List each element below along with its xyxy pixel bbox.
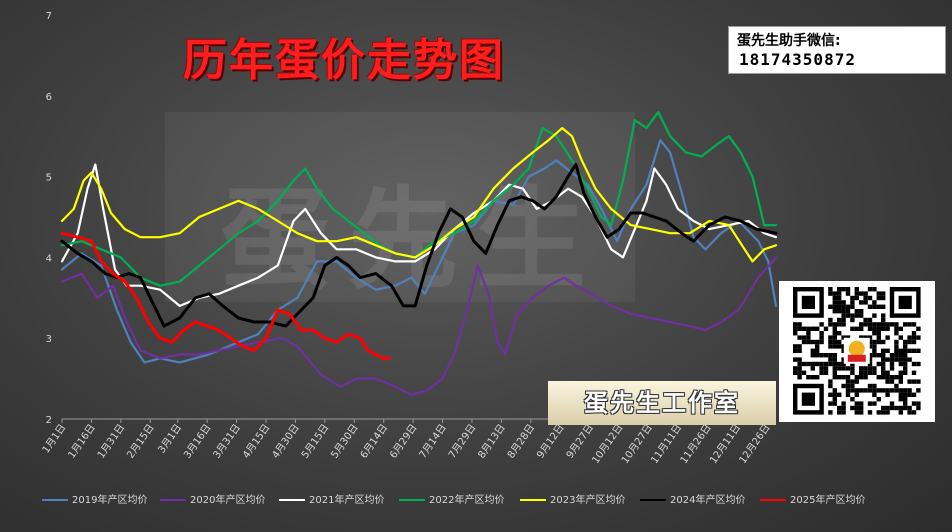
- series-line-2: [60, 256, 778, 396]
- x-tick-label: 7月14日: [417, 422, 449, 461]
- x-tick-label: 9月27日: [564, 422, 596, 461]
- series-line-5: [60, 127, 778, 263]
- x-tick-label: 2月15日: [124, 422, 156, 461]
- y-tick-label: 5: [46, 173, 52, 184]
- x-tick-label: 3月31日: [211, 422, 243, 461]
- qr-code-icon: [779, 281, 935, 422]
- legend-label: 2019年产区均价: [72, 495, 148, 506]
- x-tick-label: 9月12日: [534, 422, 566, 461]
- series-line-1: [60, 139, 778, 364]
- x-tick-label: 4月30日: [270, 422, 302, 461]
- wechat-contact-box: 蛋先生助手微信: 18174350872: [728, 26, 946, 74]
- chart-title: 历年蛋价走势图: [183, 35, 505, 86]
- x-tick-label: 8月13日: [476, 422, 508, 461]
- legend-item: 2021年产区均价: [279, 492, 384, 510]
- legend-swatch: [160, 499, 186, 501]
- x-tick-label: 3月16日: [181, 422, 213, 461]
- legend-swatch: [760, 499, 786, 501]
- legend-swatch: [42, 499, 68, 501]
- x-tick-label: 1月16日: [66, 422, 98, 461]
- y-axis: 2 3 4 5 6 7: [46, 11, 52, 426]
- legend-swatch: [279, 499, 305, 501]
- wechat-number: 18174350872: [739, 50, 856, 69]
- x-tick-label: 8月28日: [505, 422, 537, 461]
- legend-item: 2022年产区均价: [399, 492, 504, 510]
- legend-label: 2024年产区均价: [670, 495, 746, 506]
- legend-label: 2022年产区均价: [429, 495, 505, 506]
- series-line-4: [60, 110, 778, 287]
- x-tick-label: 6月14日: [358, 422, 390, 461]
- legend-swatch: [640, 499, 666, 501]
- x-tick-label: 3月1日: [156, 422, 185, 456]
- x-tick-label: 6月29日: [387, 422, 419, 461]
- x-tick-label: 4月15日: [240, 422, 272, 461]
- y-tick-label: 7: [46, 11, 52, 22]
- x-tick-label: 1月31日: [95, 422, 127, 461]
- x-tick-label: 5月15日: [299, 422, 331, 461]
- legend-item: 2024年产区均价: [640, 492, 745, 510]
- x-tick-label: 1月1日: [40, 422, 69, 456]
- legend-item: 2025年产区均价: [760, 492, 865, 510]
- y-tick-label: 4: [46, 253, 52, 264]
- studio-label: 蛋先生工作室: [548, 381, 776, 425]
- legend-swatch: [520, 499, 546, 501]
- series-line-7: [60, 231, 392, 360]
- legend-label: 2025年产区均价: [790, 495, 866, 506]
- wechat-label: 蛋先生助手微信:: [737, 33, 841, 49]
- x-tick-label: 5月30日: [328, 422, 360, 461]
- legend-label: 2020年产区均价: [190, 495, 266, 506]
- legend-label: 2021年产区均价: [309, 495, 385, 506]
- legend-label: 2023年产区均价: [550, 495, 626, 506]
- legend-item: 2020年产区均价: [160, 492, 265, 510]
- y-tick-label: 3: [46, 334, 52, 345]
- x-tick-label: 7月29日: [446, 422, 478, 461]
- watermark-panel: [165, 112, 635, 302]
- series-line-6: [60, 163, 778, 328]
- series-lines: [60, 110, 778, 396]
- y-tick-label: 2: [46, 415, 52, 426]
- y-tick-label: 6: [46, 92, 52, 103]
- series-line-3: [60, 163, 778, 307]
- legend-item: 2023年产区均价: [520, 492, 625, 510]
- chart-legend: 2019年产区均价 2020年产区均价 2021年产区均价 2022年产区均价 2023…: [42, 492, 942, 510]
- legend-item: 2019年产区均价: [42, 492, 147, 510]
- legend-swatch: [399, 499, 425, 501]
